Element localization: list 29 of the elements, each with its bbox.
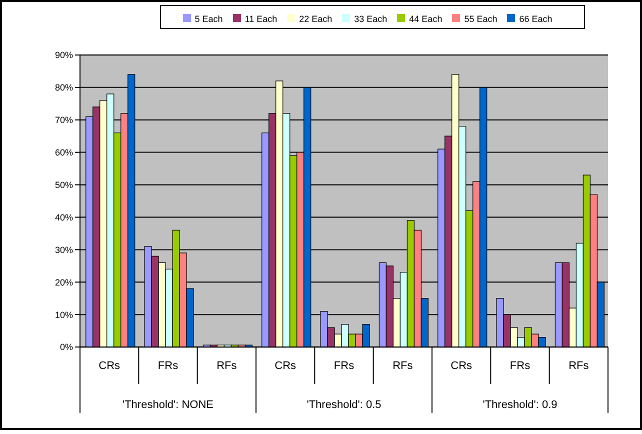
y-tick-label: 10% — [54, 310, 73, 320]
y-tick-label: 40% — [54, 212, 73, 222]
x-tick-label: FRs — [158, 360, 179, 372]
x-tick-label: FRs — [510, 360, 531, 372]
x-tick-label: RFs — [216, 360, 238, 372]
legend-label: 11 Each — [244, 14, 278, 24]
text: 'Threshold': 0.9 — [482, 399, 558, 411]
x-tick-label: RFs — [568, 360, 590, 372]
text: 'Threshold': 0.5 — [306, 399, 382, 411]
legend-label: 55 Each — [464, 14, 498, 24]
y-tick-label: 30% — [54, 244, 73, 255]
text: 'Threshold': NONE — [122, 399, 214, 411]
legend-label: 5 Each — [194, 14, 223, 24]
x-tick-label: CRs — [274, 360, 297, 372]
y-tick-label: 50% — [54, 180, 73, 190]
y-tick-label: 0% — [60, 342, 73, 352]
y-tick-label: 70% — [54, 115, 73, 126]
x-tick-label: FRs — [334, 360, 355, 372]
legend-label: 44 Each — [409, 14, 442, 24]
legend-label: 33 Each — [354, 14, 388, 24]
legend-label: 66 Each — [519, 14, 552, 24]
x-tick-label: CRs — [98, 360, 121, 372]
y-tick-label: 60% — [54, 148, 73, 158]
y-tick-label: 80% — [54, 82, 73, 93]
y-tick-label: 90% — [54, 50, 73, 60]
x-tick-label: RFs — [392, 360, 414, 372]
x-tick-label: CRs — [450, 360, 473, 372]
legend-label: 22 Each — [299, 14, 332, 24]
y-tick-label: 20% — [54, 277, 73, 288]
